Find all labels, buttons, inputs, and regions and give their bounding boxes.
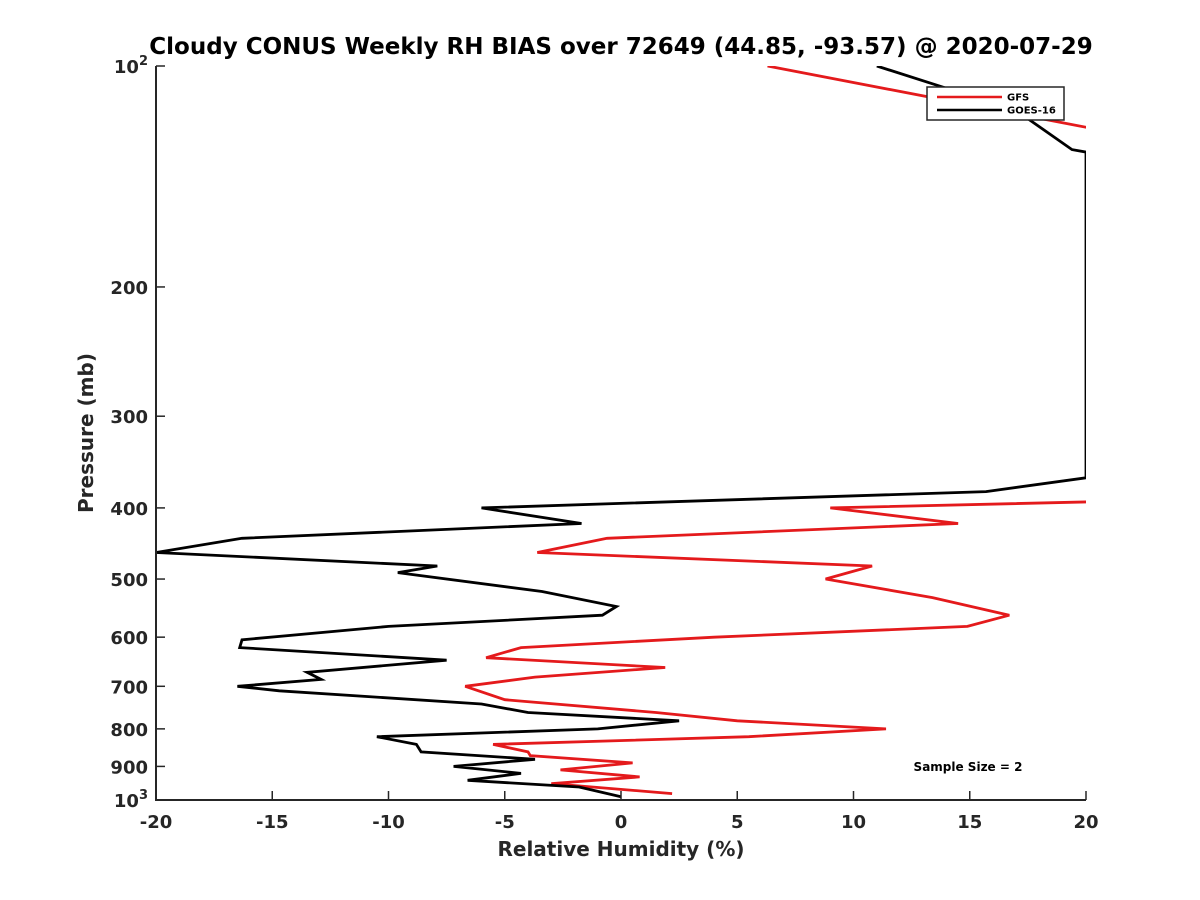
y-tick-label: 400 <box>110 499 148 520</box>
y-tick-label: 800 <box>110 720 148 741</box>
x-tick-label: 15 <box>957 812 982 833</box>
x-tick-label: 5 <box>731 812 744 833</box>
x-axis-label: Relative Humidity (%) <box>497 837 744 861</box>
legend-label-goes-16: GOES-16 <box>1007 106 1056 117</box>
legend: GFS GOES-16 <box>926 86 1065 121</box>
axes-layer: -20 -15 -10 -5 0 5 10 15 20 102 200 300 400 500 600 700… <box>110 54 1098 833</box>
y-tick-label: 600 <box>110 628 148 649</box>
sample-size-annotation: Sample Size = 2 <box>914 760 1023 774</box>
series-layer <box>156 66 1086 799</box>
chart-title: Cloudy CONUS Weekly RH BIAS over 72649 (… <box>149 34 1092 60</box>
y-tick-label: 103 <box>114 788 148 812</box>
y-axis-label: Pressure (mb) <box>74 353 98 513</box>
x-tick-label: -5 <box>495 812 515 833</box>
x-tick-label: 10 <box>841 812 866 833</box>
y-tick-label: 200 <box>110 278 148 299</box>
series-line-goes-16 <box>156 66 1086 799</box>
plot-area: -20 -15 -10 -5 0 5 10 15 20 102 200 300 400 500 600 700… <box>110 54 1098 833</box>
y-tick-label: 900 <box>110 757 148 778</box>
y-tick-label: 500 <box>110 570 148 591</box>
x-tick-label: 20 <box>1073 812 1098 833</box>
legend-box <box>926 86 1065 121</box>
y-tick-label: 102 <box>114 54 148 78</box>
x-tick-label: -20 <box>140 812 173 833</box>
y-tick-label: 700 <box>110 677 148 698</box>
x-tick-label: -15 <box>256 812 289 833</box>
y-tick-label: 300 <box>110 407 148 428</box>
series-line-gfs <box>464 66 1086 795</box>
x-tick-label: -10 <box>372 812 405 833</box>
x-tick-label: 0 <box>615 812 628 833</box>
legend-label-gfs: GFS <box>1007 93 1029 104</box>
